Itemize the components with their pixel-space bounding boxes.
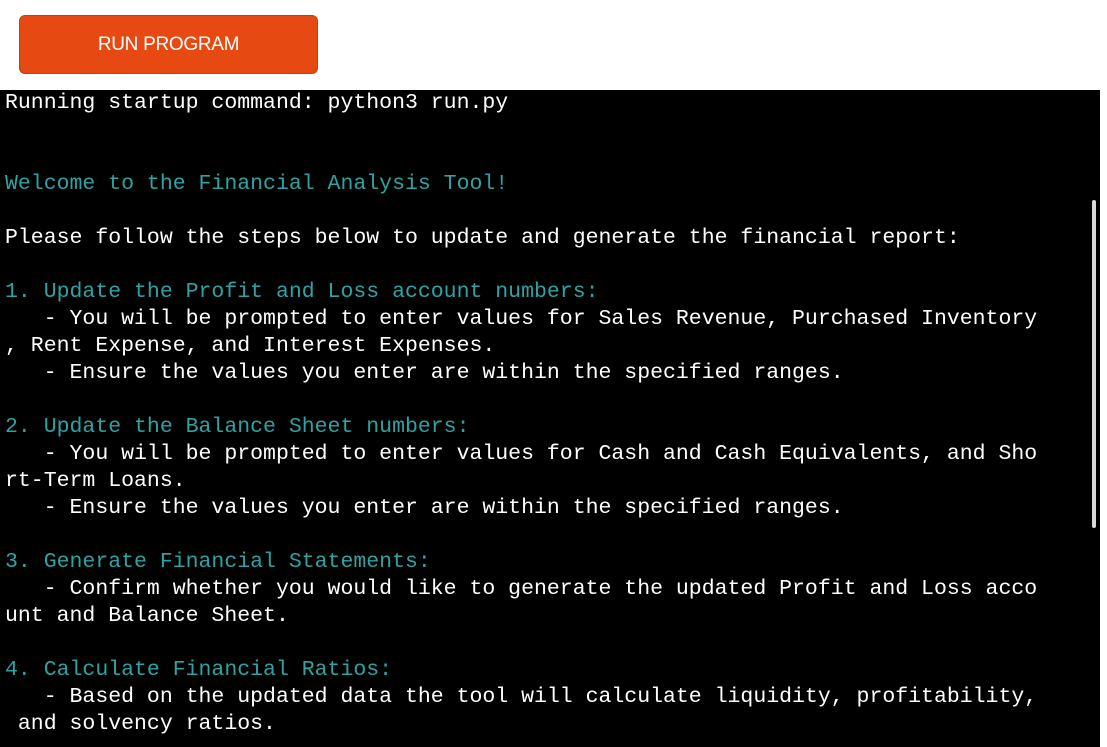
terminal-line xyxy=(5,252,1050,279)
terminal-line: - You will be prompted to enter values f… xyxy=(5,307,1038,331)
terminal-line xyxy=(5,117,1050,144)
terminal-scrollbar[interactable] xyxy=(1092,200,1096,528)
run-program-button[interactable]: RUN PROGRAM xyxy=(19,15,318,74)
terminal-line xyxy=(5,198,1050,225)
terminal-line xyxy=(5,144,1050,171)
terminal-line xyxy=(5,387,1050,414)
terminal-line: , Rent Expense, and Interest Expenses. xyxy=(5,334,496,358)
terminal-line: - Confirm whether you would like to gene… xyxy=(5,577,1038,601)
terminal-line: - You will be prompted to enter values f… xyxy=(5,442,1038,466)
terminal-line: and solvency ratios. xyxy=(5,712,276,736)
terminal-line: - Based on the updated data the tool wil… xyxy=(5,685,1038,709)
terminal-output: Running startup command: python3 run.py W… xyxy=(5,90,1050,738)
terminal-line: 4. Calculate Financial Ratios: xyxy=(5,658,393,682)
terminal-line: Welcome to the Financial Analysis Tool! xyxy=(5,172,509,196)
terminal-line: 1. Update the Profit and Loss account nu… xyxy=(5,280,599,304)
terminal-line xyxy=(5,630,1050,657)
terminal-line: Running startup command: python3 run.py xyxy=(5,91,509,115)
terminal-line: unt and Balance Sheet. xyxy=(5,604,289,628)
terminal-line: rt-Term Loans. xyxy=(5,469,186,493)
terminal-line: - Ensure the values you enter are within… xyxy=(5,361,844,385)
terminal-line: - Ensure the values you enter are within… xyxy=(5,496,844,520)
toolbar-area: RUN PROGRAM xyxy=(0,0,1107,90)
terminal-line: 3. Generate Financial Statements: xyxy=(5,550,431,574)
terminal-line: Please follow the steps below to update … xyxy=(5,226,960,250)
terminal-window[interactable]: Running startup command: python3 run.py W… xyxy=(0,90,1100,747)
terminal-line: 2. Update the Balance Sheet numbers: xyxy=(5,415,470,439)
terminal-line xyxy=(5,522,1050,549)
